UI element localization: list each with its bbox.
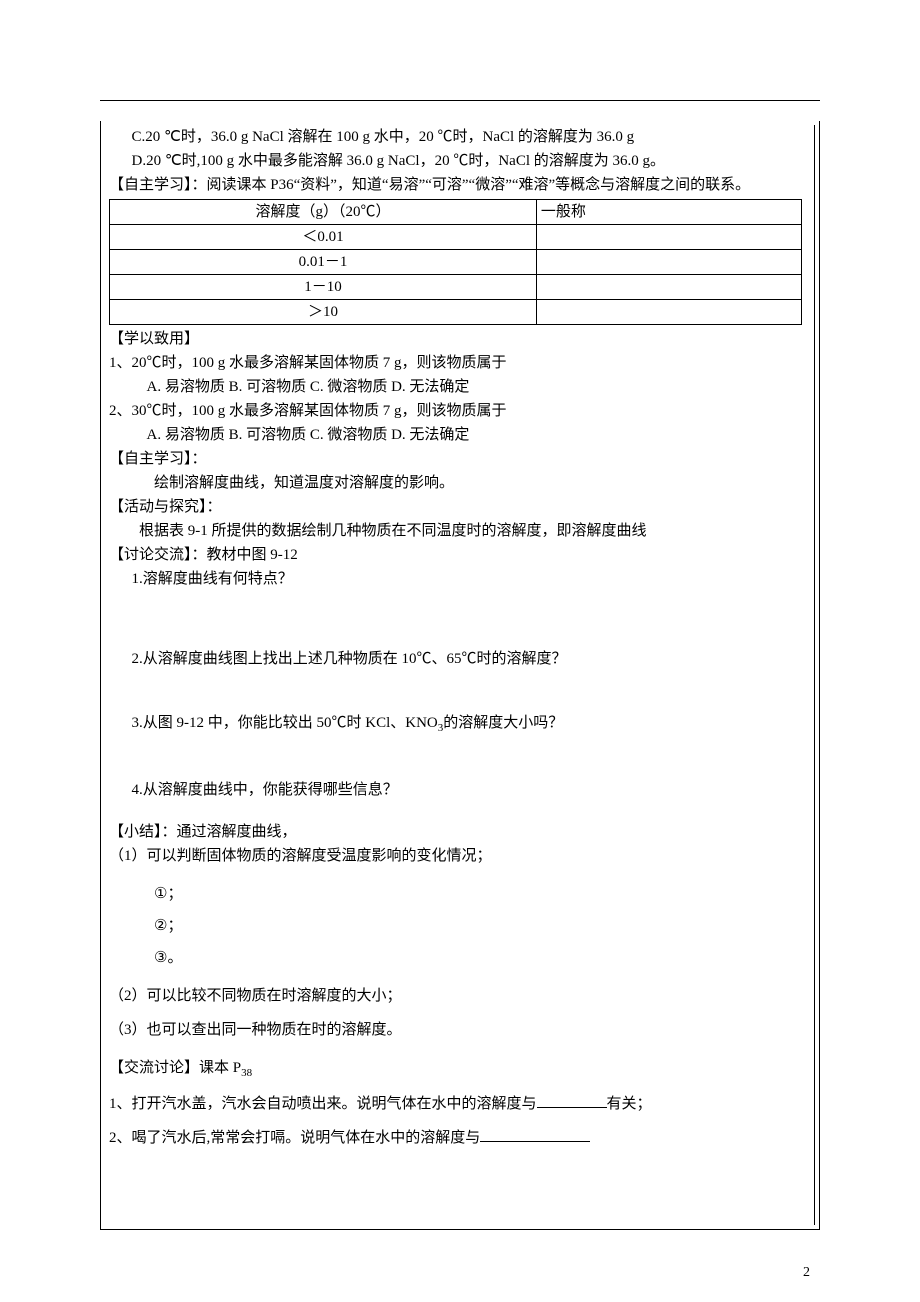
content-frame: C.20 ℃时，36.0 g NaCl 溶解在 100 g 水中，20 ℃时，N… bbox=[100, 121, 820, 1230]
table-cell: 1－10 bbox=[110, 275, 537, 300]
discuss-q3-post: 的溶解度大小吗？ bbox=[443, 715, 563, 731]
discuss-q3: 3.从图 9-12 中，你能比较出 50℃时 KCl、KNO3的溶解度大小吗？ bbox=[109, 711, 802, 738]
exchange-q2-pre: 2、喝了汽水后,常常会打嗝。说明气体在水中的溶解度与 bbox=[109, 1130, 480, 1146]
table-row: ＞10 bbox=[110, 300, 802, 325]
table-cell-empty bbox=[536, 275, 801, 300]
self-study-1: 【自主学习】：阅读课本 P36“资料”，知道“易溶”“可溶”“微溶”“难溶”等概… bbox=[109, 173, 802, 197]
spacer bbox=[109, 868, 802, 882]
spacer bbox=[109, 938, 802, 946]
option-d: D.20 ℃时,100 g 水中最多能溶解 36.0 g NaCl，20 ℃时，… bbox=[109, 149, 802, 173]
exchange-q1-post: 有关； bbox=[607, 1096, 652, 1112]
apply-title: 【学以致用】 bbox=[109, 327, 802, 351]
table-row: 溶解度（g）（20℃） 一般称 bbox=[110, 200, 802, 225]
discuss-q2: 2.从溶解度曲线图上找出上述几种物质在 10℃、65℃时的溶解度？ bbox=[109, 647, 802, 671]
exchange-title-pre: 【交流讨论】课本 P bbox=[109, 1060, 241, 1076]
spacer bbox=[109, 1042, 802, 1056]
summary-1a: ①； bbox=[109, 882, 802, 906]
table-row: 0.01－1 bbox=[110, 250, 802, 275]
solubility-table: 溶解度（g）（20℃） 一般称 ＜0.01 0.01－1 1－10 ＞10 bbox=[109, 199, 802, 325]
spacer bbox=[109, 591, 802, 647]
question-1-options: A. 易溶物质 B. 可溶物质 C. 微溶物质 D. 无法确定 bbox=[147, 375, 803, 399]
table-row: 1－10 bbox=[110, 275, 802, 300]
self-study-2-body: 绘制溶解度曲线，知道温度对溶解度的影响。 bbox=[109, 471, 802, 495]
summary-title: 【小结】：通过溶解度曲线， bbox=[109, 820, 802, 844]
discuss-q1: 1.溶解度曲线有何特点？ bbox=[109, 567, 802, 591]
summary-1c: ③。 bbox=[109, 946, 802, 970]
question-2-options: A. 易溶物质 B. 可溶物质 C. 微溶物质 D. 无法确定 bbox=[147, 423, 803, 447]
top-rule bbox=[100, 100, 820, 101]
table-header-left: 溶解度（g）（20℃） bbox=[110, 200, 537, 225]
discuss-q4: 4.从溶解度曲线中，你能获得哪些信息？ bbox=[109, 778, 802, 802]
table-header-right: 一般称 bbox=[536, 200, 801, 225]
discuss-q3-pre: 3.从图 9-12 中，你能比较出 50℃时 KCl、KNO bbox=[132, 715, 438, 731]
blank-field bbox=[537, 1092, 607, 1108]
summary-3: （3）也可以查出同一种物质在时的溶解度。 bbox=[109, 1018, 802, 1042]
table-cell-empty bbox=[536, 250, 801, 275]
question-1: 1、20℃时，100 g 水最多溶解某固体物质 7 g，则该物质属于 bbox=[109, 351, 802, 375]
option-c: C.20 ℃时，36.0 g NaCl 溶解在 100 g 水中，20 ℃时，N… bbox=[109, 125, 802, 149]
blank-field bbox=[480, 1126, 590, 1142]
table-cell-empty bbox=[536, 225, 801, 250]
exchange-q1: 1、打开汽水盖，汽水会自动喷出来。说明气体在水中的溶解度与 有关； bbox=[109, 1092, 802, 1116]
discuss-title: 【讨论交流】：教材中图 9-12 bbox=[109, 543, 802, 567]
summary-2: （2）可以比较不同物质在时溶解度的大小； bbox=[109, 984, 802, 1008]
table-cell: ＜0.01 bbox=[110, 225, 537, 250]
question-2: 2、30℃时，100 g 水最多溶解某固体物质 7 g，则该物质属于 bbox=[109, 399, 802, 423]
spacer bbox=[109, 1008, 802, 1018]
content-inner: C.20 ℃时，36.0 g NaCl 溶解在 100 g 水中，20 ℃时，N… bbox=[105, 125, 815, 1225]
page-container: C.20 ℃时，36.0 g NaCl 溶解在 100 g 水中，20 ℃时，N… bbox=[0, 0, 920, 1302]
summary-1: （1）可以判断固体物质的溶解度受温度影响的变化情况； bbox=[109, 844, 802, 868]
exchange-title-sub: 38 bbox=[241, 1067, 252, 1079]
table-cell: ＞10 bbox=[110, 300, 537, 325]
table-row: ＜0.01 bbox=[110, 225, 802, 250]
spacer bbox=[109, 970, 802, 984]
activity-title: 【活动与探究】： bbox=[109, 495, 802, 519]
spacer bbox=[109, 906, 802, 914]
spacer bbox=[109, 671, 802, 711]
activity-body: 根据表 9-1 所提供的数据绘制几种物质在不同温度时的溶解度，即溶解度曲线 bbox=[109, 519, 802, 543]
exchange-q1-pre: 1、打开汽水盖，汽水会自动喷出来。说明气体在水中的溶解度与 bbox=[109, 1096, 537, 1112]
spacer bbox=[109, 738, 802, 778]
table-cell: 0.01－1 bbox=[110, 250, 537, 275]
exchange-title: 【交流讨论】课本 P38 bbox=[109, 1056, 802, 1083]
summary-1b: ②； bbox=[109, 914, 802, 938]
spacer bbox=[109, 1082, 802, 1092]
table-cell-empty bbox=[536, 300, 801, 325]
spacer bbox=[109, 802, 802, 820]
page-number: 2 bbox=[803, 1262, 810, 1284]
self-study-2-title: 【自主学习】： bbox=[109, 447, 802, 471]
spacer bbox=[109, 1116, 802, 1126]
exchange-q2: 2、喝了汽水后,常常会打嗝。说明气体在水中的溶解度与 bbox=[109, 1126, 802, 1150]
